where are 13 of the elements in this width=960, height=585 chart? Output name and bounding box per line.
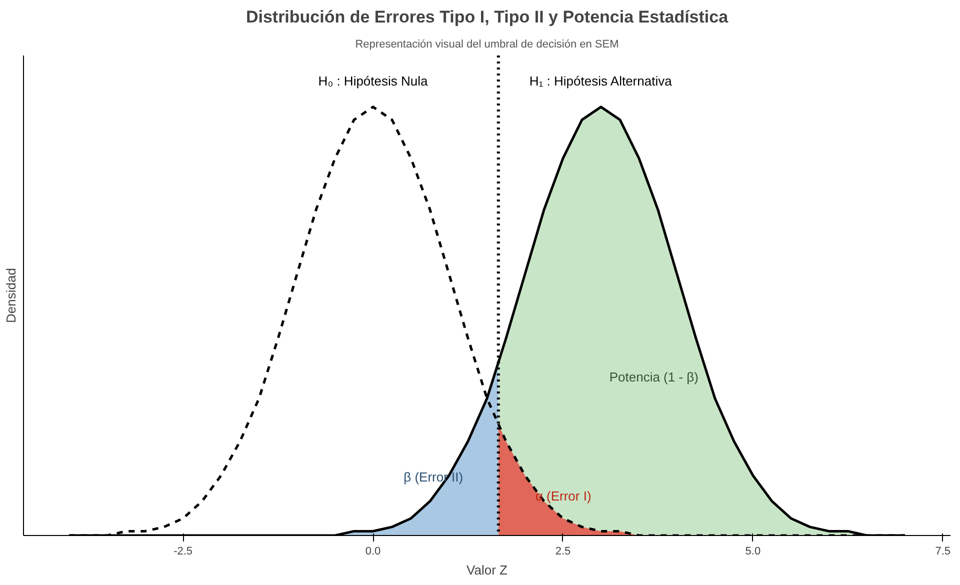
series-label: H₁ : Hipótesis Alternativa — [529, 74, 673, 89]
chart-subtitle: Representación visual del umbral de decisión en SEM — [355, 38, 619, 50]
series-label: β (Error II) — [404, 469, 464, 484]
y-axis-title: Densidad — [4, 268, 18, 323]
x-tick-label: 7.5 — [935, 546, 951, 558]
x-axis-title: Valor Z — [466, 562, 508, 578]
x-tick-label: 2.5 — [555, 546, 571, 558]
x-tick-label: -2.5 — [174, 546, 193, 558]
series-label: H₀ : Hipótesis Nula — [318, 74, 429, 89]
x-tick-label: 0.0 — [365, 546, 381, 558]
x-tick-label: 5.0 — [745, 546, 761, 558]
series-label: Potencia (1 - β) — [609, 370, 698, 385]
chart-title: Distribución de Errores Tipo I, Tipo II y Potencia Estadística — [246, 8, 729, 26]
